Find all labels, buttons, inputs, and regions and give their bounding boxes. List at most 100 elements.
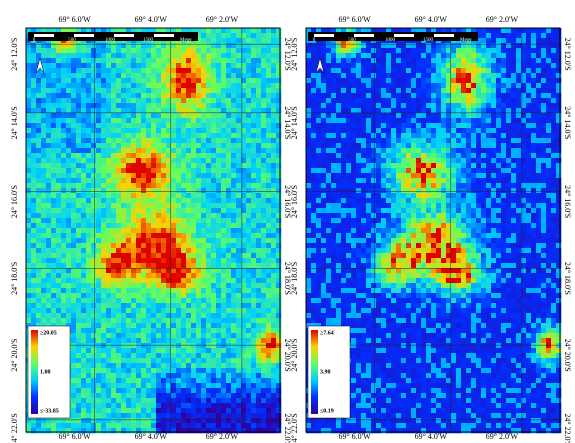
raster-cell [216, 38, 221, 43]
raster-cell [66, 283, 71, 288]
raster-cell [266, 253, 271, 258]
raster-cell [166, 233, 171, 238]
raster-cell [231, 313, 236, 318]
raster-cell [171, 173, 176, 178]
raster-cell [396, 63, 401, 68]
raster-cell [41, 248, 46, 253]
raster-cell [256, 253, 261, 258]
raster-cell [306, 73, 311, 78]
raster-cell [186, 83, 191, 88]
raster-cell [31, 168, 36, 173]
raster-cell [86, 373, 91, 378]
raster-cell [141, 313, 146, 318]
raster-cell [151, 203, 156, 208]
raster-cell [91, 103, 96, 108]
raster-cell [371, 53, 376, 58]
raster-cell [261, 363, 266, 368]
raster-cell [266, 78, 271, 83]
raster-cell [231, 128, 236, 133]
raster-cell [106, 373, 111, 378]
raster-cell [221, 73, 226, 78]
raster-cell [441, 98, 446, 103]
raster-cell [41, 213, 46, 218]
raster-cell [71, 203, 76, 208]
raster-cell [266, 113, 271, 118]
raster-cell [186, 368, 191, 373]
raster-cell [171, 198, 176, 203]
raster-cell [426, 103, 431, 108]
raster-cell [256, 368, 261, 373]
raster-cell [56, 233, 61, 238]
raster-cell [346, 83, 351, 88]
raster-cell [46, 93, 51, 98]
raster-cell [261, 113, 266, 118]
raster-cell [196, 383, 201, 388]
raster-cell [196, 243, 201, 248]
raster-cell [136, 178, 141, 183]
raster-cell [141, 138, 146, 143]
raster-cell [436, 63, 441, 68]
raster-cell [276, 118, 281, 123]
raster-cell [231, 233, 236, 238]
raster-cell [146, 223, 151, 228]
raster-cell [91, 198, 96, 203]
raster-cell [121, 428, 126, 433]
raster-cell [146, 158, 151, 163]
raster-cell [181, 248, 186, 253]
raster-cell [111, 423, 116, 428]
raster-cell [106, 383, 111, 388]
raster-cell [186, 133, 191, 138]
raster-cell [491, 33, 496, 38]
raster-cell [76, 323, 81, 328]
raster-cell [161, 278, 166, 283]
raster-cell [86, 158, 91, 163]
raster-cell [166, 48, 171, 53]
raster-cell [136, 88, 141, 93]
raster-cell [81, 58, 86, 63]
raster-cell [206, 408, 211, 413]
raster-cell [276, 408, 281, 413]
raster-cell [86, 88, 91, 93]
raster-cell [31, 228, 36, 233]
raster-cell [76, 353, 81, 358]
raster-cell [146, 318, 151, 323]
raster-cell [371, 103, 376, 108]
raster-cell [466, 63, 471, 68]
raster-cell [211, 128, 216, 133]
raster-cell [131, 423, 136, 428]
raster-cell [51, 113, 56, 118]
raster-cell [251, 58, 256, 63]
raster-cell [151, 398, 156, 403]
raster-cell [61, 118, 66, 123]
raster-cell [56, 78, 61, 83]
raster-cell [91, 68, 96, 73]
raster-cell [236, 393, 241, 398]
raster-cell [206, 253, 211, 258]
raster-cell [256, 238, 261, 243]
raster-cell [121, 73, 126, 78]
raster-cell [181, 293, 186, 298]
raster-cell [231, 198, 236, 203]
raster-cell [96, 353, 101, 358]
raster-cell [171, 53, 176, 58]
raster-cell [26, 153, 31, 158]
raster-cell [391, 93, 396, 98]
raster-cell [126, 308, 131, 313]
raster-cell [256, 168, 261, 173]
raster-cell [216, 383, 221, 388]
raster-cell [226, 398, 231, 403]
raster-cell [36, 98, 41, 103]
raster-cell [146, 78, 151, 83]
raster-cell [111, 293, 116, 298]
raster-cell [126, 263, 131, 268]
raster-cell [71, 408, 76, 413]
raster-cell [206, 383, 211, 388]
raster-cell [141, 308, 146, 313]
raster-cell [146, 93, 151, 98]
raster-cell [176, 398, 181, 403]
raster-cell [516, 83, 521, 88]
raster-cell [31, 133, 36, 138]
raster-cell [36, 418, 41, 423]
raster-cell [126, 68, 131, 73]
raster-cell [56, 293, 61, 298]
